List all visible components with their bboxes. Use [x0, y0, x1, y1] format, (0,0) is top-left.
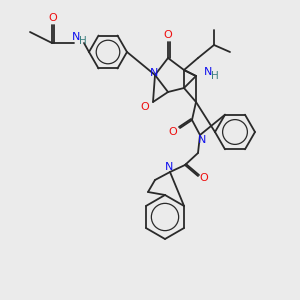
Text: N: N	[165, 162, 173, 172]
Text: O: O	[200, 173, 208, 183]
Text: N: N	[198, 135, 206, 145]
Text: H: H	[211, 71, 219, 81]
Text: N: N	[204, 67, 212, 77]
Text: O: O	[141, 102, 149, 112]
Text: H: H	[79, 36, 87, 46]
Text: N: N	[72, 32, 80, 42]
Text: O: O	[49, 13, 57, 23]
Text: O: O	[169, 127, 177, 137]
Text: N: N	[150, 68, 158, 78]
Text: O: O	[164, 30, 172, 40]
